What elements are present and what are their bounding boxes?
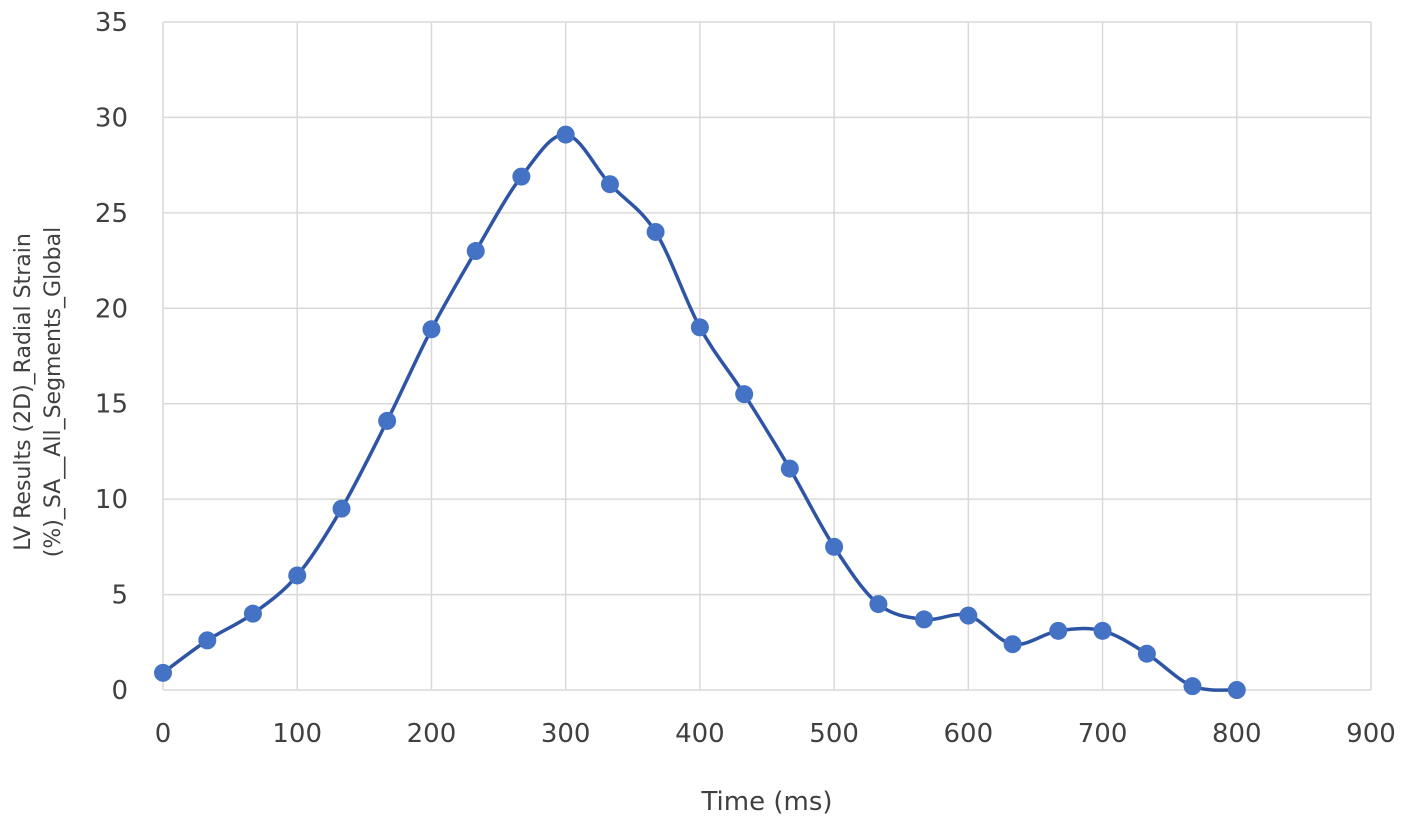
x-tick-label: 900 [1346, 719, 1396, 749]
x-tick-label: 300 [541, 719, 591, 749]
data-point [959, 606, 978, 625]
series-line [161, 132, 1239, 692]
data-point [154, 663, 172, 682]
series-line-group [161, 132, 1239, 692]
data-point [422, 320, 441, 339]
x-tick-label: 0 [155, 719, 172, 749]
data-point [690, 318, 709, 337]
x-tick-label: 200 [407, 719, 457, 749]
data-point [1049, 621, 1068, 640]
data-point [646, 222, 665, 241]
data-point [915, 610, 934, 629]
y-axis-title-line-1: LV Results (2D)_Radial Strain [11, 233, 36, 551]
y-tick-label: 5 [111, 581, 128, 611]
data-point [780, 459, 799, 478]
data-point [735, 385, 754, 404]
gridlines [162, 21, 1372, 691]
x-tick-label: 400 [675, 719, 725, 749]
tick-labels: 0 100 200 300 400 500 600 700 800 900 0 5 10 15 20 25 30… [95, 8, 1396, 749]
data-point [556, 125, 575, 144]
data-point [1183, 677, 1202, 696]
y-tick-label: 0 [111, 676, 128, 706]
x-tick-label: 100 [272, 719, 322, 749]
x-tick-label: 500 [809, 719, 859, 749]
data-point [288, 566, 307, 585]
data-point [600, 175, 619, 194]
x-axis-title: Time (ms) [700, 787, 832, 817]
y-tick-label: 30 [95, 103, 128, 133]
y-tick-label: 15 [95, 390, 128, 420]
x-tick-label: 700 [1078, 719, 1128, 749]
data-point [825, 537, 844, 556]
data-point [1137, 644, 1156, 663]
y-tick-label: 10 [95, 485, 128, 515]
y-axis-title: LV Results (2D)_Radial Strain (%)_SA__Al… [11, 227, 66, 557]
y-axis-title-line-2: (%)_SA__All_Segments_Global [41, 227, 66, 557]
y-tick-label: 35 [95, 8, 128, 38]
data-point [378, 411, 397, 430]
data-point [869, 595, 888, 614]
y-tick-label: 25 [95, 199, 128, 229]
data-point [243, 604, 262, 623]
data-point [198, 631, 217, 650]
data-point [512, 167, 531, 186]
data-point [466, 242, 485, 261]
x-tick-label: 800 [1212, 719, 1262, 749]
data-point [1003, 635, 1022, 654]
data-points [154, 125, 1246, 699]
data-point [332, 499, 351, 518]
x-tick-label: 600 [944, 719, 994, 749]
y-tick-label: 20 [95, 294, 128, 324]
data-point [1093, 621, 1112, 640]
data-point [1227, 681, 1246, 699]
